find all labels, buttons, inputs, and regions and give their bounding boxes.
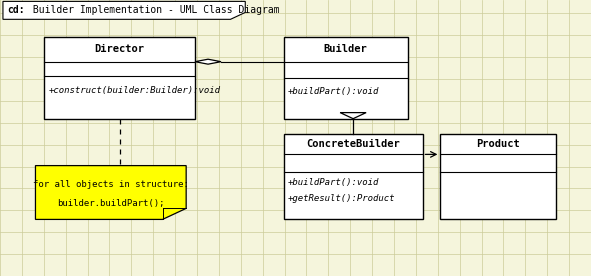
Polygon shape	[35, 166, 186, 219]
Text: Product: Product	[476, 139, 520, 149]
Text: builder.buildPart();: builder.buildPart();	[57, 199, 164, 208]
Text: +buildPart():void: +buildPart():void	[288, 87, 379, 96]
Text: +construct(builder:Builder):void: +construct(builder:Builder):void	[48, 86, 220, 95]
Polygon shape	[195, 59, 221, 64]
Text: ConcreteBuilder: ConcreteBuilder	[306, 139, 400, 149]
Bar	[284, 37, 408, 119]
Text: cd:: cd:	[8, 5, 25, 15]
Bar	[44, 37, 195, 119]
Polygon shape	[340, 113, 366, 119]
Text: +buildPart():void: +buildPart():void	[288, 178, 379, 187]
Text: Builder: Builder	[324, 44, 368, 54]
Text: +getResult():Product: +getResult():Product	[288, 194, 395, 203]
Text: for all objects in structure:: for all objects in structure:	[33, 180, 189, 189]
Text: Director: Director	[95, 44, 145, 54]
Bar	[440, 134, 556, 219]
Text: Builder Implementation - UML Class Diagram: Builder Implementation - UML Class Diagr…	[27, 5, 280, 15]
Bar	[284, 134, 423, 219]
Polygon shape	[3, 1, 245, 19]
